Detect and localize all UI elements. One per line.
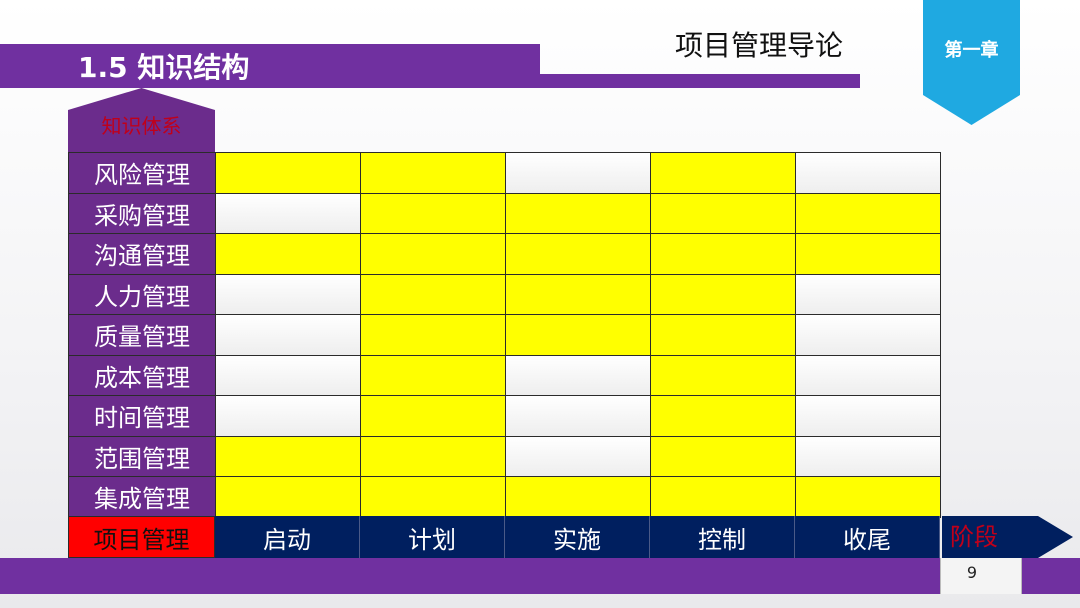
active-cell xyxy=(360,314,506,356)
active-cell xyxy=(360,435,506,477)
row-label: 风险管理 xyxy=(68,152,216,194)
row-label: 质量管理 xyxy=(68,314,216,356)
inactive-cell xyxy=(215,192,361,234)
phase-arrow xyxy=(942,516,1073,558)
phase-bar: 项目管理 启动 计划 实施 控制 收尾 xyxy=(68,516,1073,558)
active-cell xyxy=(360,273,506,315)
chapter-label: 第一章 xyxy=(944,40,999,61)
active-cell xyxy=(650,192,796,234)
active-cell xyxy=(650,233,796,275)
active-cell xyxy=(650,395,796,437)
active-cell xyxy=(505,476,651,518)
chapter-ribbon xyxy=(923,0,1020,125)
page-number-box xyxy=(940,558,1022,594)
active-cell xyxy=(650,435,796,477)
row-label: 范围管理 xyxy=(68,435,216,477)
active-cell xyxy=(215,476,361,518)
active-cell xyxy=(505,233,651,275)
row-label: 采购管理 xyxy=(68,192,216,234)
active-cell xyxy=(650,354,796,396)
phase-controlling: 控制 xyxy=(650,516,795,558)
active-cell xyxy=(795,476,941,518)
active-cell xyxy=(360,152,506,194)
phase-planning: 计划 xyxy=(360,516,505,558)
row-label: 成本管理 xyxy=(68,354,216,396)
inactive-cell xyxy=(795,314,941,356)
active-cell xyxy=(650,273,796,315)
inactive-cell xyxy=(795,273,941,315)
active-cell xyxy=(360,354,506,396)
page-number: 9 xyxy=(966,563,978,582)
active-cell xyxy=(215,152,361,194)
active-cell xyxy=(795,233,941,275)
active-cell xyxy=(215,233,361,275)
inactive-cell xyxy=(215,354,361,396)
row-label: 集成管理 xyxy=(68,476,216,518)
knowledge-system-label: 知识体系 xyxy=(101,114,182,138)
stage-label: 阶段 xyxy=(950,523,998,551)
inactive-cell xyxy=(795,354,941,396)
phase-initiating: 启动 xyxy=(215,516,360,558)
active-cell xyxy=(505,273,651,315)
active-cell xyxy=(505,314,651,356)
row-label: 沟通管理 xyxy=(68,233,216,275)
section-title: 1.5 知识结构 xyxy=(78,51,250,84)
active-cell xyxy=(215,435,361,477)
inactive-cell xyxy=(505,435,651,477)
active-cell xyxy=(360,395,506,437)
title-band xyxy=(0,44,540,88)
active-cell xyxy=(650,314,796,356)
inactive-cell xyxy=(215,314,361,356)
phase-executing: 实施 xyxy=(505,516,650,558)
active-cell xyxy=(360,476,506,518)
active-cell xyxy=(795,192,941,234)
active-cell xyxy=(360,192,506,234)
inactive-cell xyxy=(795,152,941,194)
row-label: 时间管理 xyxy=(68,395,216,437)
knowledge-system-arrow xyxy=(68,88,215,152)
title-band-line xyxy=(540,74,860,88)
inactive-cell xyxy=(505,152,651,194)
inactive-cell xyxy=(795,435,941,477)
project-management-label: 项目管理 xyxy=(68,516,215,558)
active-cell xyxy=(505,192,651,234)
phase-closing: 收尾 xyxy=(795,516,940,558)
knowledge-phase-matrix: 风险管理 采购管理 沟通管理 人力管理 质量管理 成本管理 时间管理 范围管理 集成管理 xyxy=(68,152,941,518)
inactive-cell xyxy=(505,354,651,396)
active-cell xyxy=(650,476,796,518)
inactive-cell xyxy=(505,395,651,437)
footer-band xyxy=(0,558,1080,594)
course-title: 项目管理导论 xyxy=(675,29,844,62)
inactive-cell xyxy=(215,395,361,437)
inactive-cell xyxy=(215,273,361,315)
row-label: 人力管理 xyxy=(68,273,216,315)
inactive-cell xyxy=(795,395,941,437)
active-cell xyxy=(360,233,506,275)
active-cell xyxy=(650,152,796,194)
